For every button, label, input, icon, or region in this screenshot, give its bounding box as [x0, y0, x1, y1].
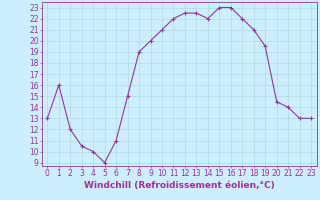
X-axis label: Windchill (Refroidissement éolien,°C): Windchill (Refroidissement éolien,°C): [84, 181, 275, 190]
